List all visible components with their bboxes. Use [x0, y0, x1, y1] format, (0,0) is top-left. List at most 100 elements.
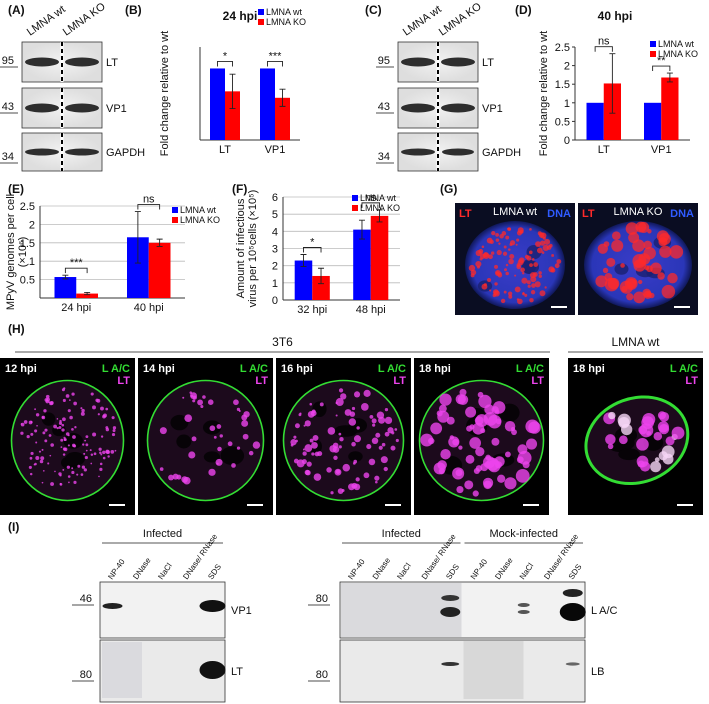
lt-spot [635, 221, 647, 233]
lt-spot [509, 253, 515, 260]
lt-spot [310, 410, 317, 417]
lt-spot [290, 443, 294, 447]
panel-label: (I) [8, 520, 19, 534]
lt-spot [348, 483, 355, 491]
lt-spot [61, 428, 65, 432]
lt-spot [490, 251, 495, 255]
significance-label: * [310, 237, 315, 249]
blot-smear [463, 641, 524, 699]
lane-label: NaCl [518, 561, 536, 581]
lt-spot [82, 443, 85, 446]
lt-spot [302, 448, 305, 451]
bar [76, 293, 98, 298]
size-marker: 80 [316, 593, 328, 605]
lt-spot [85, 435, 89, 439]
x-tick-label: LT [219, 144, 231, 156]
nucleus [146, 379, 265, 502]
lt-spot [59, 474, 62, 477]
lt-spot [39, 459, 44, 464]
lt-spot [338, 388, 344, 393]
lt-spot [236, 446, 241, 450]
blot-band [441, 57, 475, 67]
lt-spot [384, 431, 390, 437]
lt-spot [159, 467, 164, 471]
bar [148, 242, 171, 298]
lt-spot [508, 248, 511, 251]
lane-label: DNase [493, 556, 515, 582]
lt-spot [368, 458, 376, 466]
lt-spot [515, 243, 518, 246]
lt-spot [518, 257, 525, 264]
error-bar [229, 73, 236, 109]
lt-spot [35, 441, 38, 444]
lt-spot [105, 407, 109, 411]
lt-spot [465, 454, 475, 464]
lt-spot [439, 393, 452, 406]
lt-spot [112, 426, 117, 430]
size-marker: 95 [2, 55, 14, 67]
lt-spot [243, 411, 250, 418]
nucleolus [614, 263, 629, 275]
band-label: LT [106, 57, 118, 69]
lt-spot [470, 273, 475, 278]
lt-spot [305, 470, 311, 476]
error-bar [666, 72, 673, 83]
lt-spot [542, 236, 546, 240]
lt-spot [487, 414, 502, 429]
lane-label: LMNA wt [401, 3, 444, 38]
blot-band [441, 103, 475, 113]
lt-spot [99, 467, 103, 471]
blot-band [517, 603, 530, 607]
lt-spot [335, 401, 338, 405]
lt-spot [521, 272, 525, 275]
lt-spot [495, 238, 500, 242]
lt-spot [29, 456, 33, 460]
lt-spot [99, 462, 103, 466]
lt-spot [458, 445, 463, 450]
stain-label: LT [117, 375, 130, 387]
error-bar [609, 53, 616, 114]
time-label: 18 hpi [573, 363, 605, 375]
lt-spot [602, 267, 609, 274]
x-tick-label: 32 hpi [297, 304, 327, 316]
lt-spot [112, 429, 116, 433]
lt-spot [102, 450, 106, 455]
nucleolus [220, 446, 245, 466]
lt-spot [475, 260, 482, 268]
lt-spot [62, 417, 66, 422]
band-label: GAPDH [482, 147, 521, 159]
lt-spot [607, 443, 614, 450]
lt-spot [459, 388, 467, 396]
lt-spot [371, 437, 379, 445]
lt-spot [626, 293, 634, 301]
lt-spot [430, 422, 443, 435]
lt-spot [501, 231, 507, 236]
stain-label: LT [582, 208, 595, 220]
lt-spot [192, 399, 196, 403]
lt-spot [522, 292, 525, 296]
lt-spot [338, 445, 342, 449]
lt-spot [605, 434, 616, 445]
lt-spot [71, 470, 75, 475]
blot-band [65, 148, 99, 156]
y-axis-label: MPyV genomes per cell [5, 194, 17, 310]
stain-label: L A/C [670, 363, 698, 375]
lt-spot [216, 424, 222, 429]
lt-spot [611, 239, 624, 252]
significance-bracket [594, 46, 613, 52]
lt-spot [184, 414, 193, 423]
bar [661, 77, 679, 140]
blot-panel [339, 639, 586, 703]
lt-spot [504, 268, 508, 272]
lt-spot [643, 247, 656, 260]
group-header: Infected [143, 528, 182, 540]
nucleolus [170, 414, 189, 431]
size-marker: 80 [80, 669, 92, 681]
lt-spot [667, 272, 678, 284]
lt-spot [378, 416, 386, 424]
lt-spot [209, 425, 216, 432]
time-label: 14 hpi [143, 363, 175, 375]
lt-spot [110, 450, 115, 454]
significance-label: ns [365, 192, 377, 204]
lt-spot [491, 230, 496, 236]
